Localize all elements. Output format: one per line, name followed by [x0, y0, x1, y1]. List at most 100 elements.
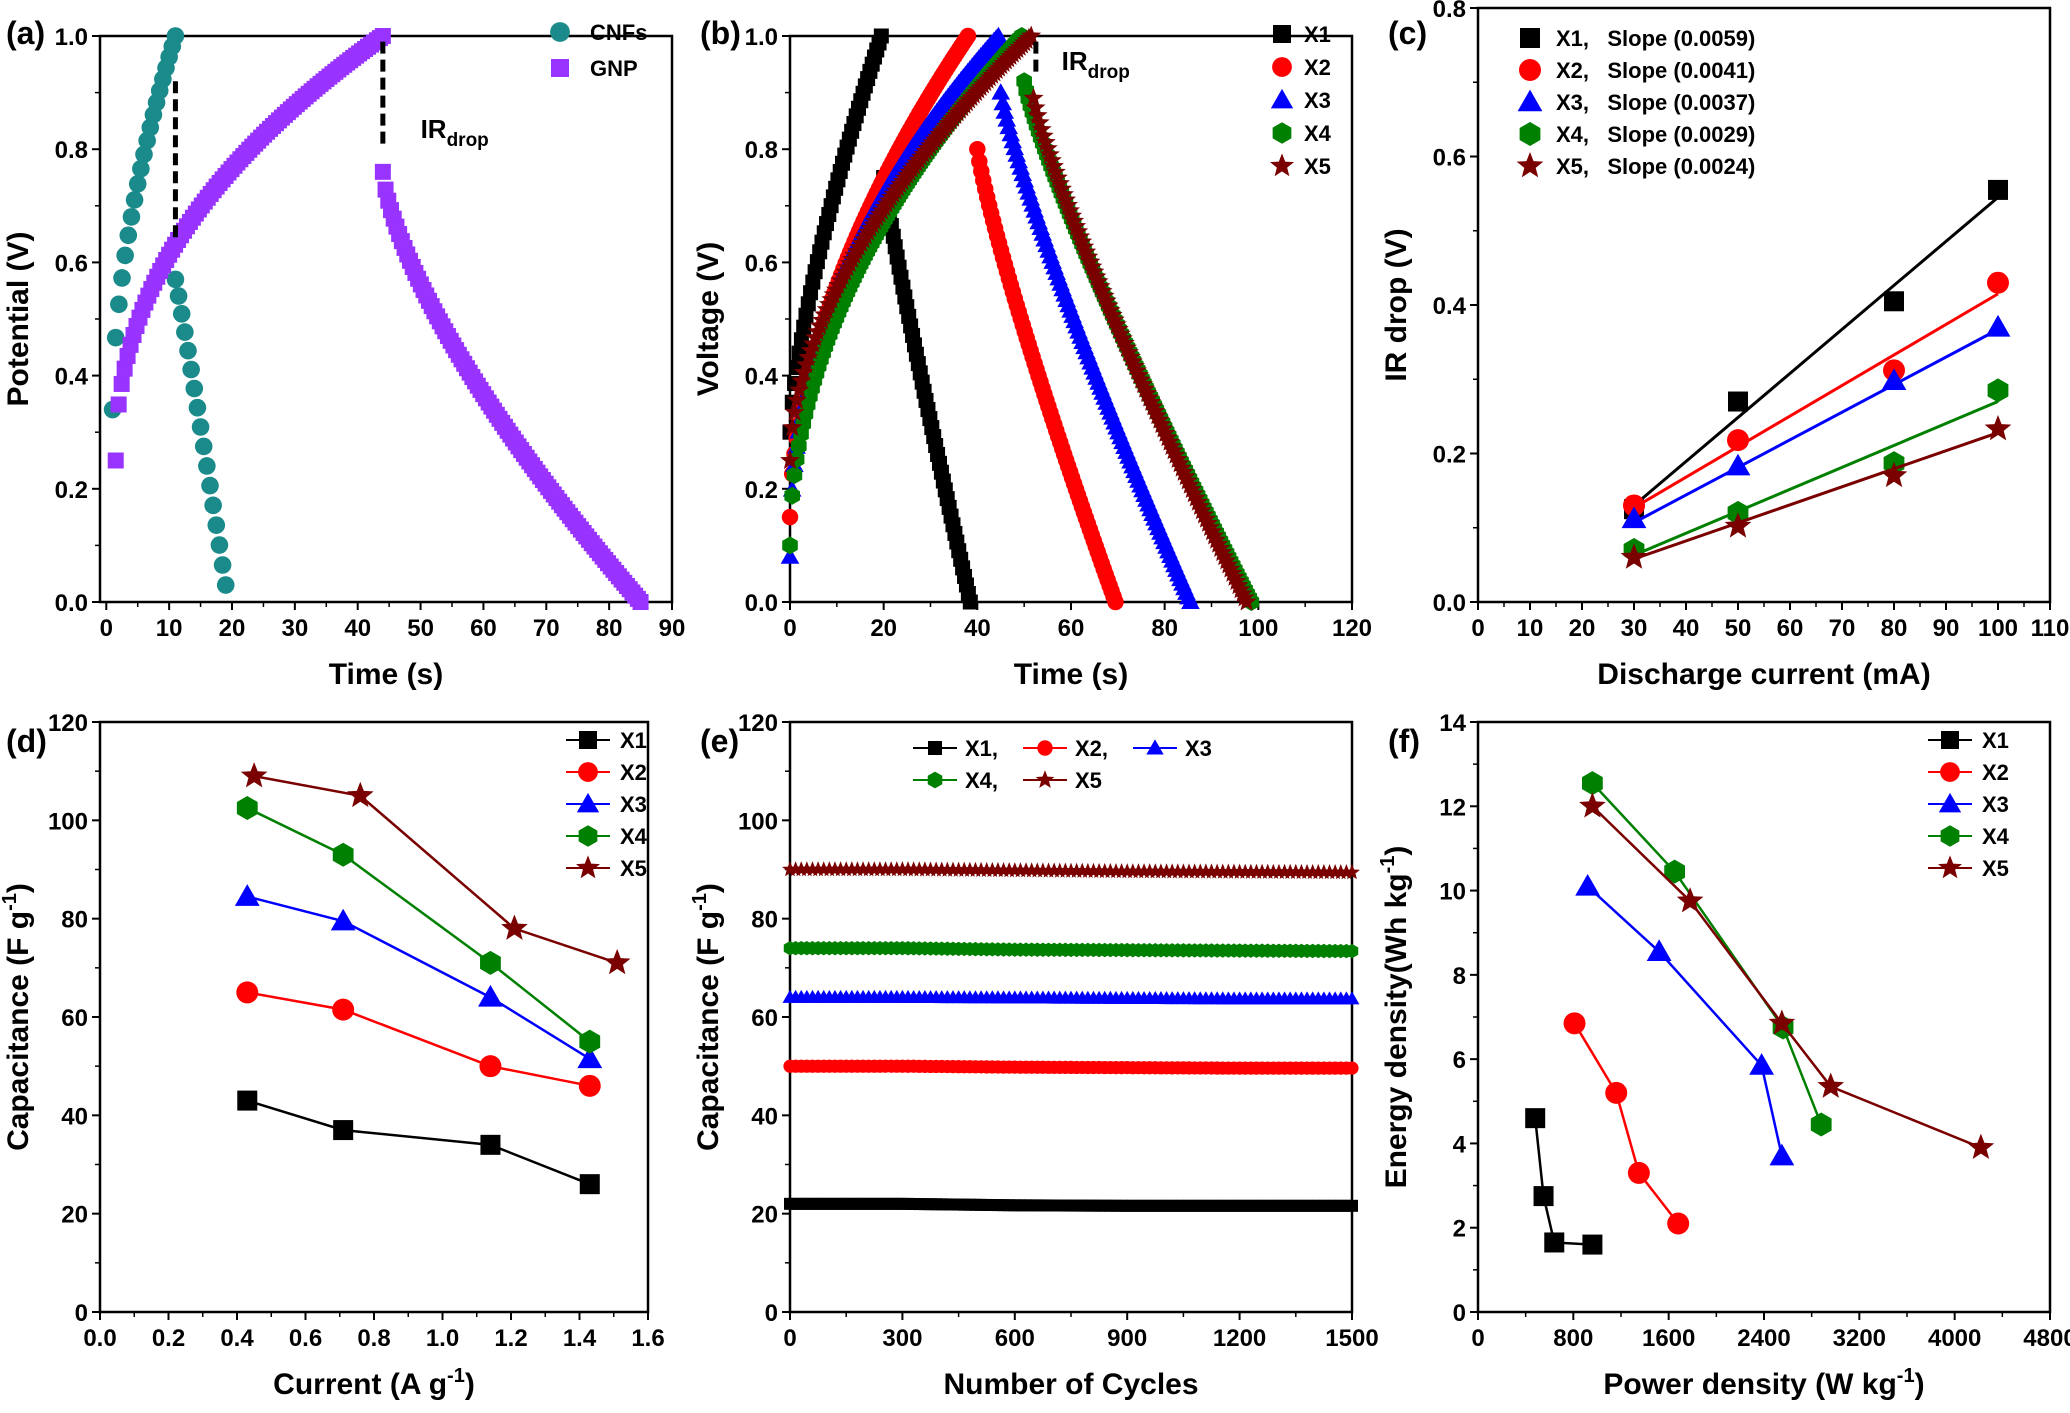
data-point [176, 323, 194, 341]
x-axis-label: Number of Cycles [943, 1368, 1198, 1401]
data-point [1884, 291, 1904, 312]
panel-label: (e) [700, 723, 739, 759]
legend-label: X2 [1982, 760, 2009, 785]
x-tick-label: 90 [1933, 615, 1960, 642]
data-point [1096, 290, 1117, 310]
data-point [1161, 435, 1182, 455]
legend-marker [578, 825, 598, 847]
data-point [789, 379, 810, 399]
legend-label: CNFs [590, 20, 647, 45]
data-point [116, 246, 134, 265]
data-point [110, 396, 127, 413]
x-tick-label: 60 [1058, 615, 1085, 642]
data-point [1039, 144, 1060, 164]
y-axis-label: Capacitance (F g-1) [0, 883, 35, 1151]
data-point [330, 908, 356, 931]
fit-line [1633, 328, 1999, 524]
y-tick-label: 0.8 [55, 137, 88, 164]
data-point [1157, 427, 1178, 447]
data-point [135, 145, 153, 164]
panel-label: (c) [1388, 15, 1427, 51]
data-point [138, 131, 156, 150]
legend-marker [1519, 122, 1541, 146]
data-point [1544, 1232, 1565, 1253]
data-point [1076, 241, 1097, 261]
x-tick-label: 1.0 [426, 1325, 459, 1352]
legend-label: X5 [620, 856, 647, 881]
y-tick-label: 80 [61, 907, 88, 934]
x-tick-label: 1.4 [563, 1325, 597, 1352]
data-point [1098, 295, 1119, 315]
y-tick-label: 12 [1439, 794, 1466, 821]
legend-marker [1938, 855, 1962, 879]
data-point [577, 1046, 603, 1069]
data-point [332, 998, 355, 1021]
data-point [1106, 314, 1127, 334]
x-tick-label: 20 [219, 615, 246, 642]
x-tick-label: 30 [1621, 615, 1648, 642]
legend-marker [550, 22, 570, 42]
y-tick-label: 6 [1453, 1047, 1466, 1074]
x-tick-label: 70 [1829, 615, 1856, 642]
x-tick-label: 30 [282, 615, 309, 642]
x-tick-label: 120 [1332, 615, 1372, 642]
data-point [796, 319, 812, 335]
x-tick-label: 20 [1569, 615, 1596, 642]
data-point [1137, 382, 1158, 402]
data-point [204, 496, 222, 515]
y-tick-label: 20 [61, 1202, 88, 1229]
data-point [106, 328, 125, 347]
series-line [247, 991, 591, 1088]
legend-marker [1270, 153, 1294, 177]
data-point [1029, 112, 1050, 132]
data-point [1171, 457, 1192, 477]
data-point [791, 370, 812, 390]
x-axis-label: Time (s) [1014, 658, 1128, 691]
data-point [1041, 150, 1062, 170]
legend-label: X2 [1304, 55, 1331, 80]
data-point [346, 781, 374, 808]
legend-marker [1938, 792, 1962, 813]
data-point [236, 796, 258, 821]
data-point [1175, 466, 1196, 486]
x-tick-label: 900 [1107, 1325, 1147, 1352]
x-tick-label: 10 [156, 615, 183, 642]
data-point [1066, 216, 1087, 236]
legend-marker [578, 762, 598, 782]
data-point [1533, 1186, 1554, 1207]
x-tick-label: 100 [1238, 615, 1278, 642]
legend-marker [579, 731, 597, 749]
data-point [374, 28, 391, 44]
series-line [246, 806, 591, 1043]
data-point [1145, 400, 1166, 420]
chart-panel-e: 0 300 600 900 1200 1500 0 20 40 60 80 100 120 Number … [689, 710, 1379, 1401]
data-point [1031, 119, 1052, 139]
data-point [234, 884, 260, 906]
data-point [1033, 125, 1054, 145]
data-point [1676, 887, 1704, 913]
series-line [1591, 782, 1823, 1125]
data-point [1072, 231, 1093, 251]
data-point [1049, 173, 1070, 193]
data-point [1169, 453, 1190, 473]
data-point [169, 287, 188, 305]
data-point [1181, 592, 1200, 609]
series-line [1591, 805, 1982, 1149]
data-point [969, 140, 986, 158]
y-axis-label: Potential (V) [2, 231, 35, 406]
data-point [1344, 991, 1360, 1005]
data-point [1623, 494, 1645, 517]
fit-line [1633, 400, 1999, 557]
data-point [1094, 285, 1115, 305]
legend-label: X5, Slope (0.0024) [1556, 154, 1755, 179]
data-point [1112, 328, 1133, 348]
x-tick-label: 1.6 [631, 1325, 664, 1352]
y-tick-label: 0.6 [745, 250, 778, 277]
data-point [780, 547, 800, 564]
series-line [253, 774, 618, 965]
data-point [1074, 236, 1095, 256]
x-tick-label: 1200 [1213, 1325, 1266, 1352]
data-point [1667, 1212, 1690, 1235]
